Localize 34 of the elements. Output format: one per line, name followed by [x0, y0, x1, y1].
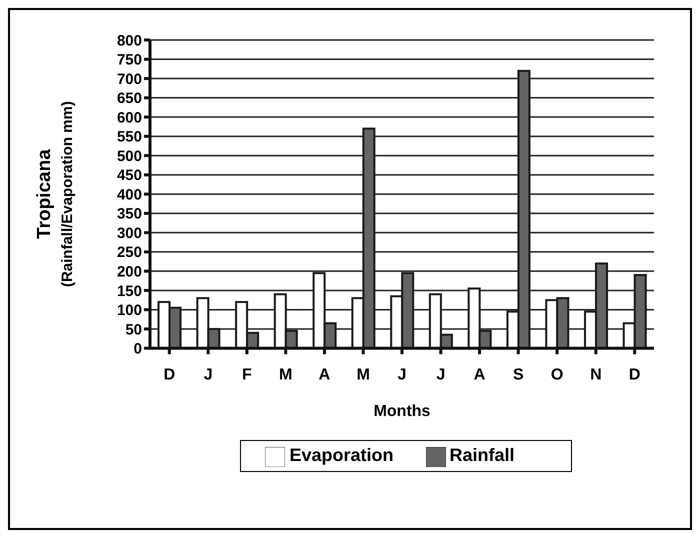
y-tick-label: 250	[116, 244, 142, 262]
y-tick-label: 400	[116, 186, 142, 204]
y-tick-label: 200	[116, 264, 142, 280]
y-tick-label: 300	[116, 224, 142, 242]
y-tick-label: 550	[116, 128, 142, 146]
x-tick-label: J	[436, 366, 446, 384]
x-tick-label: F	[242, 366, 252, 384]
y-tick-label: 700	[116, 70, 142, 88]
x-tick-label: J	[204, 366, 213, 384]
x-tick-label: M	[279, 366, 292, 384]
legend-label: Evaporation	[289, 445, 394, 466]
x-tick-label: D	[164, 366, 176, 384]
x-tick-label: M	[356, 366, 370, 384]
y-tick-label: 350	[116, 206, 142, 223]
y-tick-label: 800	[116, 32, 142, 50]
x-tick-label: J	[398, 366, 406, 384]
y-tick-label: 650	[116, 90, 142, 108]
x-tick-label: N	[590, 366, 602, 384]
x-tick-label: A	[318, 366, 331, 384]
y-axis-title: Tropicana (Rainfall/Evaporation mm)	[34, 101, 76, 288]
y-tick-label: 0	[134, 340, 142, 358]
y-tick-label: 750	[116, 52, 142, 69]
x-tick-label: O	[550, 366, 564, 384]
legend-label: Rainfall	[450, 445, 515, 466]
y-tick-label: 500	[116, 148, 142, 165]
x-axis-title: Months	[374, 403, 431, 420]
y-tick-label: 450	[116, 167, 142, 184]
y-tick-label: 100	[116, 302, 142, 320]
x-tick-label: A	[474, 366, 486, 384]
x-tick-label: D	[628, 366, 640, 384]
x-tick-label: S	[512, 366, 524, 384]
y-tick-label: 600	[116, 109, 142, 126]
y-tick-label: 150	[116, 282, 142, 300]
y-tick-label: 50	[125, 321, 142, 338]
